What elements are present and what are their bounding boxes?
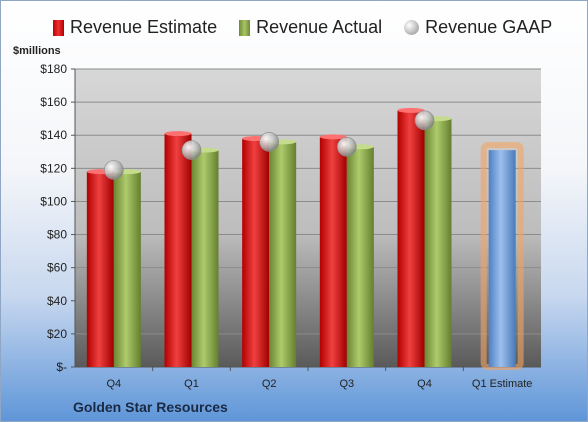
marker-revenue-gaap [181,140,202,160]
marker-revenue-gaap [337,137,357,157]
legend-swatch-actual [239,19,251,36]
legend: Revenue Estimate Revenue Actual Revenue … [53,17,552,38]
bar-revenue-estimate-top [164,131,192,137]
x-tick-label: Q1 [184,378,199,390]
bar-revenue-actual [424,118,452,368]
x-tick-label: Q4 [417,378,432,390]
legend-swatch-estimate [53,19,64,36]
marker-revenue-gaap [414,110,435,131]
x-tick-label: Q4 [106,378,121,390]
marker-revenue-gaap [104,160,124,180]
bar-revenue-estimate [164,133,192,367]
legend-item-actual: Revenue Actual [239,17,382,38]
bar-revenue-actual [269,141,297,367]
bar-revenue-estimate [397,110,425,367]
y-tick-label: $60 [47,261,67,275]
y-tick-label: $120 [40,161,67,175]
y-tick-label: $80 [47,228,67,242]
y-tick-label: $180 [40,62,67,76]
bar-revenue-estimate-top [397,107,425,113]
bar-estimate-forecast [488,150,516,367]
legend-label-actual: Revenue Actual [256,17,383,37]
y-tick-label: $20 [47,327,67,341]
company-name: Golden Star Resources [73,399,228,415]
bar-revenue-actual [113,171,141,367]
legend-item-estimate: Revenue Estimate [53,17,217,38]
bar-revenue-actual [346,146,374,367]
bar-revenue-estimate [319,136,347,367]
y-tick-label: $- [56,360,67,374]
y-tick-label: $160 [40,95,67,109]
x-tick-label: Q3 [339,378,354,390]
legend-item-gaap: Revenue GAAP [404,17,552,38]
y-tick-label: $100 [40,194,67,208]
bar-revenue-actual [191,150,219,367]
marker-revenue-gaap [259,132,279,152]
bar-revenue-estimate [86,171,114,367]
plot-area [75,69,541,367]
legend-label-gaap: Revenue GAAP [425,17,553,37]
y-tick-label: $40 [47,294,67,308]
bar-revenue-estimate-top [319,134,347,140]
y-tick-label: $140 [40,128,67,142]
bar-revenue-estimate [242,138,270,367]
x-tick-label: Q1 Estimate [472,378,533,390]
legend-label-estimate: Revenue Estimate [70,17,218,37]
y-axis-unit-label: $millions [13,45,61,57]
x-tick-label: Q2 [262,378,277,390]
legend-swatch-gaap [404,20,420,35]
